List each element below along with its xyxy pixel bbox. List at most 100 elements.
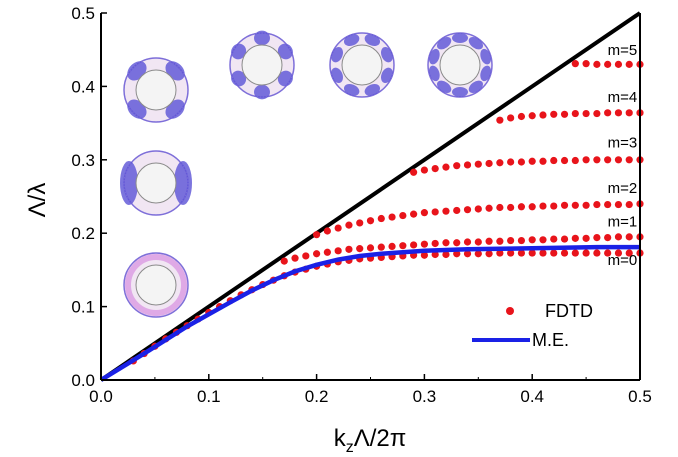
inset-lobe bbox=[231, 43, 247, 60]
fdtd-point bbox=[517, 112, 526, 121]
legend: FDTD M.E. bbox=[472, 301, 593, 350]
fdtd-point bbox=[528, 203, 536, 211]
fdtd-point bbox=[377, 243, 385, 251]
legend-fdtd-marker bbox=[506, 307, 514, 315]
fdtd-point bbox=[582, 249, 590, 257]
fdtd-point bbox=[420, 209, 428, 217]
fdtd-point bbox=[550, 202, 558, 210]
fdtd-point bbox=[356, 245, 364, 253]
fdtd-point bbox=[291, 254, 299, 262]
fdtd-point bbox=[496, 159, 504, 167]
inset-lobe bbox=[468, 80, 483, 94]
fdtd-point bbox=[539, 157, 547, 165]
y-tick-label: 0.5 bbox=[71, 4, 95, 23]
light-line bbox=[99, 11, 642, 382]
inset-lobe bbox=[480, 48, 492, 65]
fdtd-point bbox=[614, 109, 623, 117]
mode-label: m=2 bbox=[608, 180, 638, 197]
fdtd-point bbox=[399, 211, 407, 220]
mode-label: m=3 bbox=[608, 134, 638, 151]
inset-lobe bbox=[254, 30, 270, 46]
fdtd-point bbox=[410, 241, 418, 249]
inset-lobe bbox=[381, 67, 393, 84]
fdtd-point bbox=[410, 168, 418, 176]
fdtd-point bbox=[453, 239, 461, 247]
fdtd-point bbox=[571, 109, 579, 118]
fdtd-point bbox=[507, 158, 515, 166]
fdtd-point bbox=[582, 201, 590, 209]
inset-core bbox=[341, 44, 383, 86]
fdtd-point bbox=[496, 203, 504, 212]
fdtd-point bbox=[420, 251, 428, 259]
fdtd-point bbox=[625, 109, 633, 117]
inset-lobe bbox=[254, 84, 270, 100]
mode-label: m=1 bbox=[608, 214, 638, 231]
inset-core bbox=[135, 264, 177, 306]
inset-ring-lobe bbox=[125, 254, 187, 316]
fdtd-point bbox=[625, 233, 633, 241]
inset-mode-1 bbox=[120, 150, 192, 216]
fdtd-point bbox=[614, 200, 623, 209]
fdtd-point bbox=[313, 250, 321, 258]
inset-edge bbox=[427, 32, 493, 98]
x-axis-title-sub: z bbox=[346, 439, 354, 456]
fdtd-point bbox=[571, 60, 579, 68]
fdtd-point bbox=[560, 110, 569, 118]
fdtd-point bbox=[528, 236, 536, 244]
fdtd-point bbox=[474, 205, 482, 213]
x-tick-label: 0.3 bbox=[413, 387, 437, 406]
fdtd-point bbox=[280, 257, 288, 265]
mode-label: m=0 bbox=[608, 252, 638, 269]
y-tick-label: 0.1 bbox=[71, 298, 95, 317]
inset-core bbox=[241, 44, 283, 86]
inset-edge bbox=[123, 57, 189, 123]
inset-lobe bbox=[174, 161, 192, 205]
x-axis-title-main: k bbox=[334, 425, 347, 452]
fdtd-point bbox=[485, 250, 493, 258]
x-tick-label: 0.2 bbox=[305, 387, 329, 406]
inset-mode-5 bbox=[427, 32, 493, 98]
inset-lobe bbox=[452, 33, 468, 43]
inset-edge bbox=[229, 32, 295, 98]
fdtd-point bbox=[528, 157, 536, 165]
fdtd-point bbox=[593, 109, 601, 118]
y-tick-label: 0.0 bbox=[71, 371, 95, 390]
x-axis-title: kzΛ/2π bbox=[334, 425, 407, 456]
fdtd-point bbox=[550, 249, 558, 257]
fdtd-point bbox=[507, 203, 515, 212]
fdtd-point bbox=[528, 249, 536, 257]
fdtd-point bbox=[593, 200, 601, 209]
inset-mode-4 bbox=[329, 32, 395, 98]
fdtd-point bbox=[528, 112, 536, 120]
fdtd-point bbox=[463, 250, 472, 258]
fdtd-point bbox=[410, 210, 418, 218]
legend-fdtd-label: FDTD bbox=[545, 301, 593, 321]
fdtd-point bbox=[302, 252, 310, 260]
inset-lobe bbox=[343, 84, 360, 96]
inset-lobe bbox=[364, 84, 381, 96]
x-tick-label: 0.4 bbox=[520, 387, 544, 406]
fdtd-point bbox=[560, 156, 569, 165]
fdtd-series bbox=[129, 60, 644, 365]
fdtd-point bbox=[517, 249, 526, 257]
mode-label: m=4 bbox=[608, 89, 638, 106]
fdtd-point bbox=[604, 109, 612, 117]
fdtd-point bbox=[539, 249, 547, 257]
fdtd-point bbox=[453, 162, 461, 170]
fdtd-point bbox=[604, 156, 612, 164]
fdtd-point bbox=[463, 238, 472, 246]
inset-lobe bbox=[480, 65, 492, 82]
inset-core bbox=[439, 44, 481, 86]
fdtd-point bbox=[560, 235, 569, 243]
fdtd-point bbox=[442, 239, 450, 247]
fdtd-point bbox=[582, 109, 590, 118]
fdtd-point bbox=[399, 242, 407, 250]
inset-edge bbox=[329, 32, 395, 98]
fdtd-point bbox=[377, 214, 385, 223]
fdtd-point bbox=[614, 156, 623, 164]
inset-lobe bbox=[343, 34, 360, 46]
y-axis-title: Λ/λ bbox=[24, 183, 51, 218]
fdtd-point bbox=[463, 161, 472, 169]
fdtd-point bbox=[334, 247, 342, 255]
tick-labels: 0.0 0.1 0.2 0.3 0.4 0.5 0.0 0.1 0.2 0.3 0.4 0.5 bbox=[71, 4, 651, 406]
